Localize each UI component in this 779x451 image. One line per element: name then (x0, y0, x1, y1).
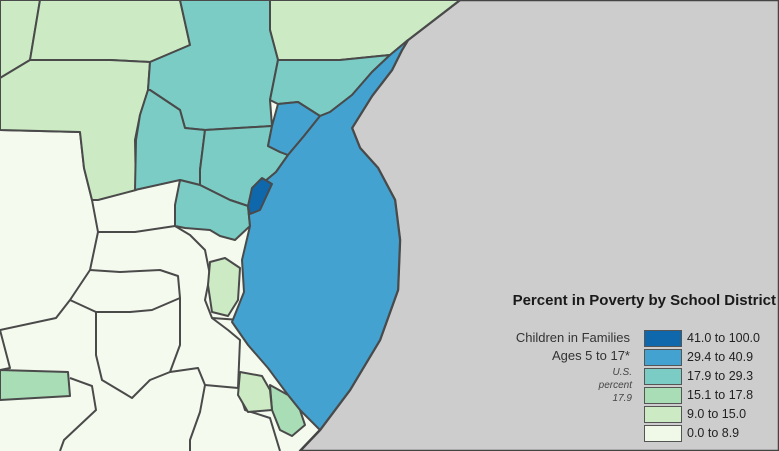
border-line (59, 377, 97, 451)
legend-swatch (644, 348, 682, 366)
legend-subtitle-line: Children in Families (515, 330, 630, 345)
legend-label: 0.0 to 8.9 (687, 426, 740, 440)
district-urban-core[interactable] (247, 177, 273, 215)
legend-subtitle-line: Ages 5 to 17* (551, 348, 630, 363)
border-line (204, 384, 281, 451)
legend-note-line: U.S. (612, 367, 632, 378)
legend-subtitle: Children in Families Ages 5 to 17* (470, 329, 630, 365)
legend-row: 29.4 to 40.9 (644, 348, 760, 366)
legend-swatch (644, 405, 682, 423)
legend-row: 17.9 to 29.3 (644, 367, 760, 385)
legend-row: 9.0 to 15.0 (644, 405, 760, 423)
district-inland-strip[interactable] (207, 257, 241, 317)
legend-note-line: percent (598, 380, 632, 391)
legend-swatch (644, 367, 682, 385)
district-south-west-strip[interactable] (0, 369, 71, 401)
legend-label: 29.4 to 40.9 (687, 350, 754, 364)
legend-swatch (644, 386, 682, 404)
district-peninsula[interactable] (231, 39, 409, 431)
border-line (211, 317, 241, 389)
district-south-tip[interactable] (237, 371, 273, 413)
legend-label: 41.0 to 100.0 (687, 331, 760, 345)
legend-row: 0.0 to 8.9 (644, 424, 760, 442)
border-line (95, 298, 181, 399)
legend-label: 9.0 to 15.0 (687, 407, 747, 421)
legend-row: 15.1 to 17.8 (644, 386, 760, 404)
border-line (169, 367, 206, 451)
district-south-coast[interactable] (269, 384, 306, 437)
legend-label: 17.9 to 29.3 (687, 369, 754, 383)
border-line (98, 225, 241, 321)
district-central-south[interactable] (174, 179, 251, 241)
legend-swatch (644, 329, 682, 347)
legend-title: Percent in Poverty by School District (512, 292, 776, 309)
legend-label: 15.1 to 17.8 (687, 388, 754, 402)
district-north-1[interactable] (29, 0, 191, 63)
legend-scale: 41.0 to 100.0 29.4 to 40.9 17.9 to 29.3 … (644, 329, 760, 443)
legend-us-percent-note: U.S. percent 17.9 (560, 366, 632, 405)
legend-swatch (644, 424, 682, 442)
legend-row: 41.0 to 100.0 (644, 329, 760, 347)
legend-note-line: 17.9 (612, 393, 632, 404)
